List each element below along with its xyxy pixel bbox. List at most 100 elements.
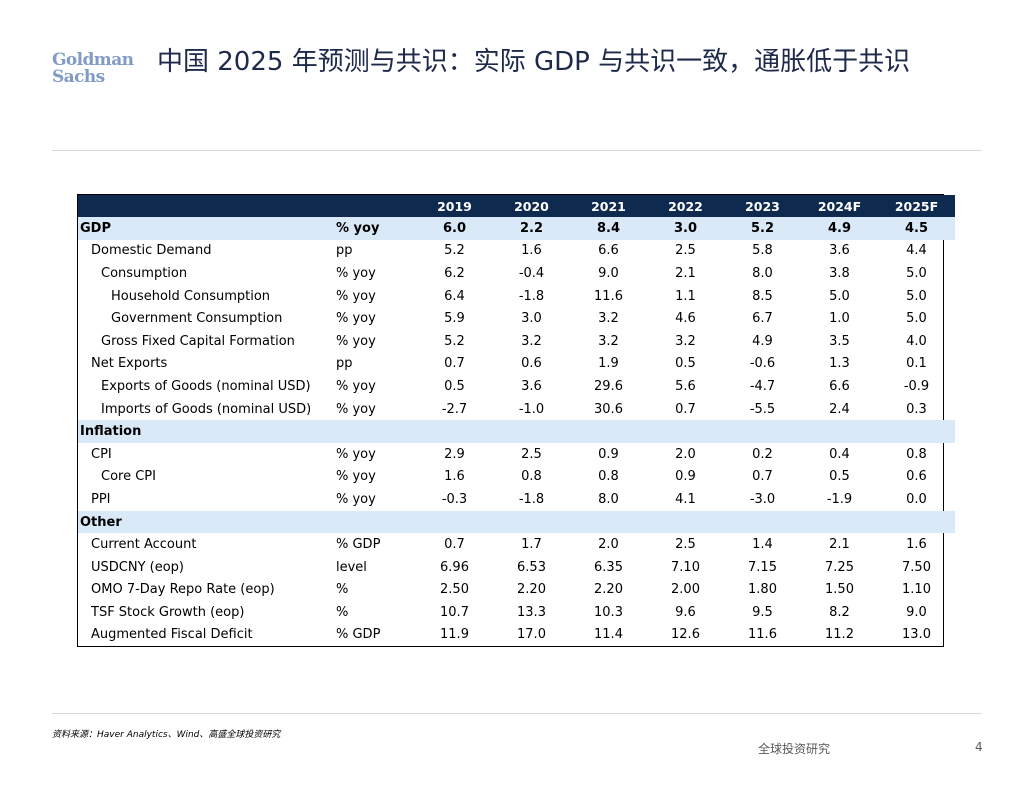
- row-value: 12.6: [671, 627, 700, 643]
- row-value: -1.9: [826, 491, 853, 507]
- row-value: 8.0: [598, 491, 619, 507]
- header-label-cell: [78, 195, 336, 217]
- row-value: 0.8: [598, 469, 619, 485]
- row-value: 2.5: [675, 537, 696, 553]
- row-unit: % GDP: [336, 537, 381, 553]
- row-value: 0.7: [444, 356, 465, 372]
- source-note: 资料来源：Haver Analytics、Wind、高盛全球投资研究: [52, 730, 281, 740]
- row-value: 3.6: [521, 378, 542, 394]
- row-value: 2.20: [517, 582, 546, 598]
- row-value: 0.7: [444, 537, 465, 553]
- row-label: Exports of Goods (nominal USD): [101, 378, 311, 394]
- table-row: Current Account % GDP 0.7 1.7 2.0 2.5 1.…: [78, 533, 955, 556]
- row-value: -0.6: [749, 356, 776, 372]
- row-value: 2.20: [594, 582, 623, 598]
- row-value: -4.7: [749, 378, 776, 394]
- row-value: 6.6: [829, 378, 850, 394]
- row-value: 11.9: [440, 627, 469, 643]
- row-value: 1.80: [748, 582, 777, 598]
- section-label: Other: [78, 510, 336, 534]
- row-value: 0.1: [906, 356, 927, 372]
- row-value: 3.0: [521, 311, 542, 327]
- row-value: 11.4: [594, 627, 623, 643]
- row-value: 0.5: [829, 469, 850, 485]
- table-row: TSF Stock Growth (eop) % 10.7 13.3 10.3 …: [78, 601, 955, 624]
- row-value: -2.7: [441, 401, 468, 417]
- row-label: USDCNY (eop): [91, 559, 184, 575]
- row-label: Gross Fixed Capital Formation: [101, 333, 295, 349]
- row-value: 9.5: [752, 604, 773, 620]
- row-value: 5.8: [752, 243, 773, 259]
- row-value: 11.2: [825, 627, 854, 643]
- row-value: -1.8: [518, 491, 545, 507]
- row-value: 4.0: [906, 333, 927, 349]
- row-value: 3.8: [829, 265, 850, 281]
- table-row: Consumption % yoy 6.2 -0.4 9.0 2.1 8.0 3…: [78, 262, 955, 285]
- row-value: 0.5: [444, 378, 465, 394]
- row-value: 3.0: [647, 217, 724, 240]
- row-value: 0.5: [675, 356, 696, 372]
- row-value: 9.0: [598, 265, 619, 281]
- row-unit: pp: [336, 243, 353, 259]
- table-row: Augmented Fiscal Deficit % GDP 11.9 17.0…: [78, 624, 955, 647]
- table-row: OMO 7-Day Repo Rate (eop) % 2.50 2.20 2.…: [78, 579, 955, 602]
- row-label: Core CPI: [101, 469, 156, 485]
- row-value: 3.2: [675, 333, 696, 349]
- header-year-2021: 2021: [570, 195, 647, 217]
- row-value: 1.4: [752, 537, 773, 553]
- row-value: 0.0: [906, 491, 927, 507]
- row-value: 2.1: [675, 265, 696, 281]
- row-value: 13.0: [902, 627, 931, 643]
- row-unit: %: [336, 582, 349, 598]
- row-label: CPI: [91, 446, 112, 462]
- row-value: 6.35: [594, 559, 623, 575]
- row-value: -5.5: [749, 401, 776, 417]
- row-value: 7.15: [748, 559, 777, 575]
- forecast-table: 2019 2020 2021 2022 2023 2024F 2025F GDP…: [77, 194, 955, 648]
- row-value: 0.9: [598, 446, 619, 462]
- row-value: 0.4: [829, 446, 850, 462]
- row-value: 2.0: [675, 446, 696, 462]
- row-value: 0.6: [906, 469, 927, 485]
- row-unit: level: [336, 559, 367, 575]
- row-label: Augmented Fiscal Deficit: [91, 627, 253, 643]
- row-unit: % yoy: [336, 333, 376, 349]
- header-year-2019: 2019: [416, 195, 493, 217]
- row-value: 6.4: [444, 288, 465, 304]
- row-value: 1.3: [829, 356, 850, 372]
- header-year-2020: 2020: [493, 195, 570, 217]
- table-row: Gross Fixed Capital Formation % yoy 5.2 …: [78, 330, 955, 353]
- row-value: 6.96: [440, 559, 469, 575]
- row-value: 2.2: [493, 217, 570, 240]
- logo-line-2: Sachs: [52, 67, 105, 87]
- row-value: 30.6: [594, 401, 623, 417]
- table-row: Exports of Goods (nominal USD) % yoy 0.5…: [78, 375, 955, 398]
- table-header-row: 2019 2020 2021 2022 2023 2024F 2025F: [78, 195, 955, 217]
- row-unit: % yoy: [336, 288, 376, 304]
- row-unit: % yoy: [336, 217, 416, 240]
- row-value: 0.7: [752, 469, 773, 485]
- row-value: 5.0: [906, 288, 927, 304]
- row-unit: % yoy: [336, 491, 376, 507]
- row-value: 13.3: [517, 604, 546, 620]
- row-value: 10.3: [594, 604, 623, 620]
- logo-line-1: Goldman: [52, 50, 134, 70]
- row-label: Imports of Goods (nominal USD): [101, 401, 312, 417]
- row-value: 5.9: [444, 311, 465, 327]
- footer-divider: [52, 713, 982, 714]
- row-value: 11.6: [748, 627, 777, 643]
- row-unit: % yoy: [336, 469, 376, 485]
- row-value: 11.6: [594, 288, 623, 304]
- row-value: 1.0: [829, 311, 850, 327]
- row-value: -0.4: [518, 265, 545, 281]
- row-value: 9.6: [675, 604, 696, 620]
- row-value: 2.1: [829, 537, 850, 553]
- row-label: PPI: [91, 491, 111, 507]
- row-value: 8.5: [752, 288, 773, 304]
- row-value: 4.6: [675, 311, 696, 327]
- row-value: 4.9: [752, 333, 773, 349]
- row-value: -3.0: [749, 491, 776, 507]
- table-row: Household Consumption % yoy 6.4 -1.8 11.…: [78, 285, 955, 308]
- table-section-inflation: Inflation: [78, 420, 955, 443]
- table-row-gdp: GDP % yoy 6.0 2.2 8.4 3.0 5.2 4.9 4.5: [78, 217, 955, 240]
